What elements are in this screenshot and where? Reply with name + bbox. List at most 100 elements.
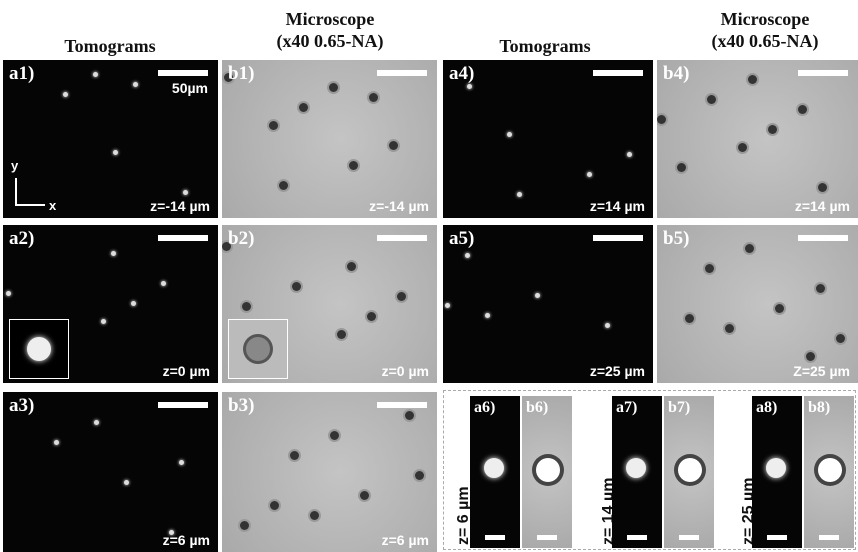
- particle: [310, 511, 319, 520]
- particle: [299, 103, 308, 112]
- panel-label: b3): [228, 395, 254, 417]
- particle: [484, 458, 504, 478]
- panel-label: b4): [663, 63, 689, 85]
- microscope-inset: b6): [522, 396, 572, 548]
- microscope-inset: b7): [664, 396, 714, 548]
- particle: [292, 282, 301, 291]
- column-header: Tomograms: [455, 35, 635, 57]
- scale-bar: [819, 535, 839, 540]
- tomogram-inset: a7): [612, 396, 662, 548]
- particle: [626, 458, 646, 478]
- microscope-panel: b1)z=-14 µm: [222, 60, 437, 218]
- particle: [485, 313, 490, 318]
- inset: [228, 319, 288, 379]
- particle: [360, 491, 369, 500]
- particle: [445, 303, 450, 308]
- figure: Tomograms Microscope (x40 0.65-NA) Tomog…: [0, 0, 858, 552]
- header-title: Microscope: [665, 8, 858, 30]
- particle: [94, 420, 99, 425]
- z-depth: z=14 µm: [590, 198, 645, 214]
- z-depth: z=-14 µm: [150, 198, 210, 214]
- particle: [745, 244, 754, 253]
- particle: [270, 501, 279, 510]
- particle: [657, 115, 666, 124]
- panel-label: a2): [9, 228, 34, 250]
- particle: [93, 72, 98, 77]
- panel-label: b6): [526, 399, 548, 417]
- particle: [766, 458, 786, 478]
- particle: [54, 440, 59, 445]
- particle: [279, 181, 288, 190]
- particle: [133, 82, 138, 87]
- panel-label: a4): [449, 63, 474, 85]
- particle: [337, 330, 346, 339]
- particle: [507, 132, 512, 137]
- particle: [738, 143, 747, 152]
- particle: [63, 92, 68, 97]
- scale-bar: [158, 70, 208, 76]
- particle: [269, 121, 278, 130]
- scale-bar: [593, 235, 643, 241]
- particle: [330, 431, 339, 440]
- particle: [705, 264, 714, 273]
- microscope-panel: b2)z=0 µm: [222, 225, 437, 383]
- column-header: Microscope (x40 0.65-NA): [665, 8, 858, 52]
- panel-label: b1): [228, 63, 254, 85]
- tomogram-inset: a8): [752, 396, 802, 548]
- scale-bar: [377, 235, 427, 241]
- tomogram-panel: a5)z=25 µm: [443, 225, 653, 383]
- scale-bar-label: 50µm: [172, 80, 208, 96]
- inset: [9, 319, 69, 379]
- particle: [768, 125, 777, 134]
- scale-bar: [679, 535, 699, 540]
- particle: [240, 521, 249, 530]
- particle: [775, 304, 784, 313]
- particle: [405, 411, 414, 420]
- particle: [246, 337, 270, 361]
- particle: [290, 451, 299, 460]
- scale-bar: [377, 402, 427, 408]
- particle: [6, 291, 11, 296]
- column-header: Microscope (x40 0.65-NA): [230, 8, 430, 52]
- tomogram-panel: a4) z=14 µm: [443, 60, 653, 218]
- particle: [179, 460, 184, 465]
- header-subtitle: (x40 0.65-NA): [230, 30, 430, 52]
- panel-label: a8): [756, 399, 777, 417]
- particle: [161, 281, 166, 286]
- panel-label: b5): [663, 228, 689, 250]
- panel-label: b7): [668, 399, 690, 417]
- tomogram-inset: a6): [470, 396, 520, 548]
- particle: [818, 183, 827, 192]
- particle: [836, 334, 845, 343]
- panel-label: a5): [449, 228, 474, 250]
- tomogram-panel: a3)z=6 µm: [3, 392, 218, 552]
- microscope-panel: b3) z=6 µm: [222, 392, 437, 552]
- particle: [397, 292, 406, 301]
- panel-label: b8): [808, 399, 830, 417]
- panel-label: a7): [616, 399, 637, 417]
- microscope-inset: b8): [804, 396, 854, 548]
- z-depth: z=0 µm: [163, 363, 210, 379]
- particle: [535, 293, 540, 298]
- scale-bar: [485, 535, 505, 540]
- panel-label: b2): [228, 228, 254, 250]
- scale-bar: [158, 235, 208, 241]
- particle: [748, 75, 757, 84]
- particle: [806, 352, 815, 361]
- particle: [627, 152, 632, 157]
- panel-label: a6): [474, 399, 495, 417]
- particle: [111, 251, 116, 256]
- panel-label: a1): [9, 63, 34, 85]
- particle: [685, 314, 694, 323]
- particle: [465, 253, 470, 258]
- z-depth: z=6 µm: [382, 532, 429, 548]
- column-header: Tomograms: [20, 35, 200, 57]
- particle: [27, 337, 51, 361]
- axis-label: x: [49, 198, 56, 213]
- particle: [389, 141, 398, 150]
- scale-bar: [377, 70, 427, 76]
- particle: [798, 105, 807, 114]
- particle: [101, 319, 106, 324]
- particle: [536, 458, 560, 482]
